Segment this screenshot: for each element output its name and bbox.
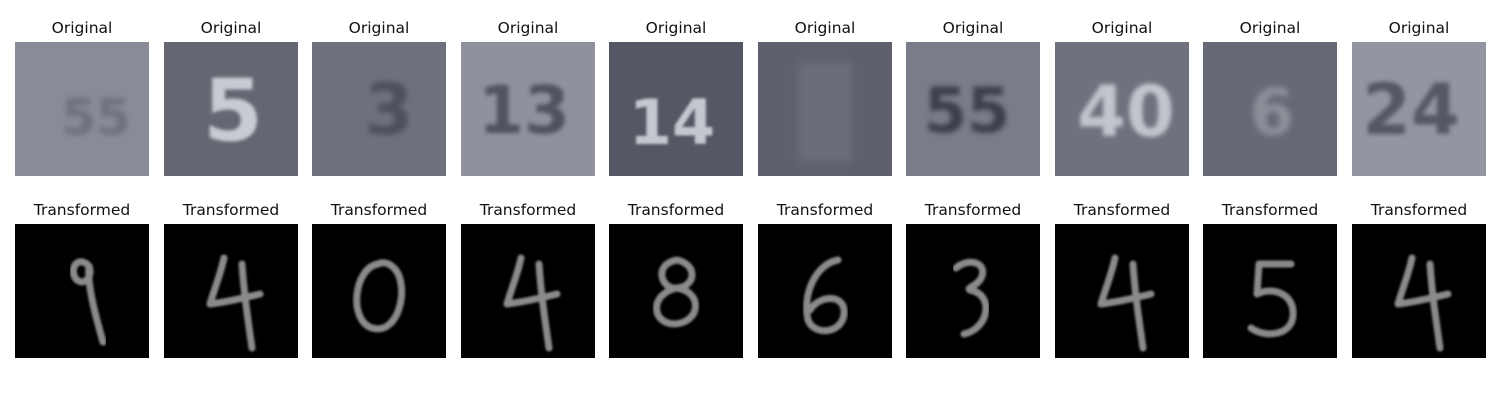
transformed-image xyxy=(164,224,298,358)
panel-title: Transformed xyxy=(182,201,280,219)
original-image: 55 xyxy=(906,42,1040,176)
transformed-image xyxy=(758,224,892,358)
panel-title: Original xyxy=(51,19,113,37)
transformed-image xyxy=(1055,224,1189,358)
transformed-image xyxy=(1203,224,1337,358)
original-cell: Original 3 xyxy=(312,18,446,178)
handwritten-digit-0 xyxy=(353,259,406,333)
transformed-cell: Transformed xyxy=(609,200,743,360)
handwritten-digit-3 xyxy=(952,258,990,338)
house-number-digits: 40 xyxy=(1077,71,1174,153)
transformed-cell: Transformed xyxy=(1352,200,1486,360)
original-image: 3 xyxy=(312,42,446,176)
panel-title: Transformed xyxy=(1370,201,1468,219)
transformed-cell: Transformed xyxy=(461,200,595,360)
original-cell: Original 5 xyxy=(164,18,298,178)
panel-title: Transformed xyxy=(1221,201,1319,219)
transformed-cell: Transformed xyxy=(758,200,892,360)
panel-title: Original xyxy=(645,19,707,37)
transformed-image xyxy=(1352,224,1486,358)
original-cell: Original 55 xyxy=(906,18,1040,178)
handwritten-digit-6 xyxy=(803,256,848,335)
handwritten-digit-9 xyxy=(69,258,107,346)
original-cell: Original 14 xyxy=(609,18,743,178)
transformed-cell: Transformed xyxy=(15,200,149,360)
panel-title: Original xyxy=(200,19,262,37)
original-image: 55 xyxy=(15,42,149,176)
handwritten-digit-8 xyxy=(653,256,699,328)
handwritten-digit-4 xyxy=(206,254,264,352)
panel-title: Transformed xyxy=(627,201,725,219)
transformed-image xyxy=(15,224,149,358)
original-image: 24 xyxy=(1352,42,1486,176)
house-number-digits: 14 xyxy=(629,86,715,159)
original-cell: Original 13 xyxy=(461,18,595,178)
house-number-digits: 3 xyxy=(365,69,414,151)
panel-title: Transformed xyxy=(776,201,874,219)
original-cell: Original 6 xyxy=(1203,18,1337,178)
panel-title: Original xyxy=(348,19,410,37)
original-image: 6 xyxy=(1203,42,1337,176)
transformed-image xyxy=(461,224,595,358)
panel-title: Original xyxy=(794,19,856,37)
house-number-digits: 5 xyxy=(203,61,263,161)
original-image xyxy=(758,42,892,176)
house-number-digits: 55 xyxy=(61,89,131,147)
house-number-digits: 55 xyxy=(924,74,1010,147)
transformed-cell: Transformed xyxy=(906,200,1040,360)
original-image: 14 xyxy=(609,42,743,176)
panel-title: Transformed xyxy=(479,201,577,219)
house-number-digits: 13 xyxy=(478,72,570,149)
handwritten-digit-4 xyxy=(1097,254,1155,352)
transformed-cell: Transformed xyxy=(1055,200,1189,360)
transformed-image xyxy=(906,224,1040,358)
handwritten-digit-5 xyxy=(1247,260,1297,338)
panel-title: Original xyxy=(1239,19,1301,37)
original-cell: Original 55 xyxy=(15,18,149,178)
panel-title: Transformed xyxy=(1073,201,1171,219)
original-image: 40 xyxy=(1055,42,1189,176)
original-row: Original 55 Original 5 Original 3 Original 13 Or… xyxy=(0,18,1500,178)
transformed-image xyxy=(312,224,446,358)
transformed-cell: Transformed xyxy=(312,200,446,360)
handwritten-digit-4 xyxy=(503,254,561,352)
original-cell: Original 24 xyxy=(1352,18,1486,178)
handwritten-digit-4 xyxy=(1394,254,1452,352)
original-image: 13 xyxy=(461,42,595,176)
panel-title: Transformed xyxy=(924,201,1022,219)
panel-title: Transformed xyxy=(330,201,428,219)
original-cell: Original 40 xyxy=(1055,18,1189,178)
house-number-digits: 6 xyxy=(1250,77,1295,151)
panel-title: Original xyxy=(1091,19,1153,37)
transformed-cell: Transformed xyxy=(1203,200,1337,360)
original-cell: Original xyxy=(758,18,892,178)
panel-title: Original xyxy=(942,19,1004,37)
panel-title: Transformed xyxy=(33,201,131,219)
house-number-digits: 24 xyxy=(1362,69,1459,151)
transformed-image xyxy=(609,224,743,358)
panel-title: Original xyxy=(497,19,559,37)
panel-title: Original xyxy=(1388,19,1450,37)
transformed-cell: Transformed xyxy=(164,200,298,360)
transformed-row: Transformed Transformed Transformed Transfo… xyxy=(0,200,1500,360)
original-image: 5 xyxy=(164,42,298,176)
